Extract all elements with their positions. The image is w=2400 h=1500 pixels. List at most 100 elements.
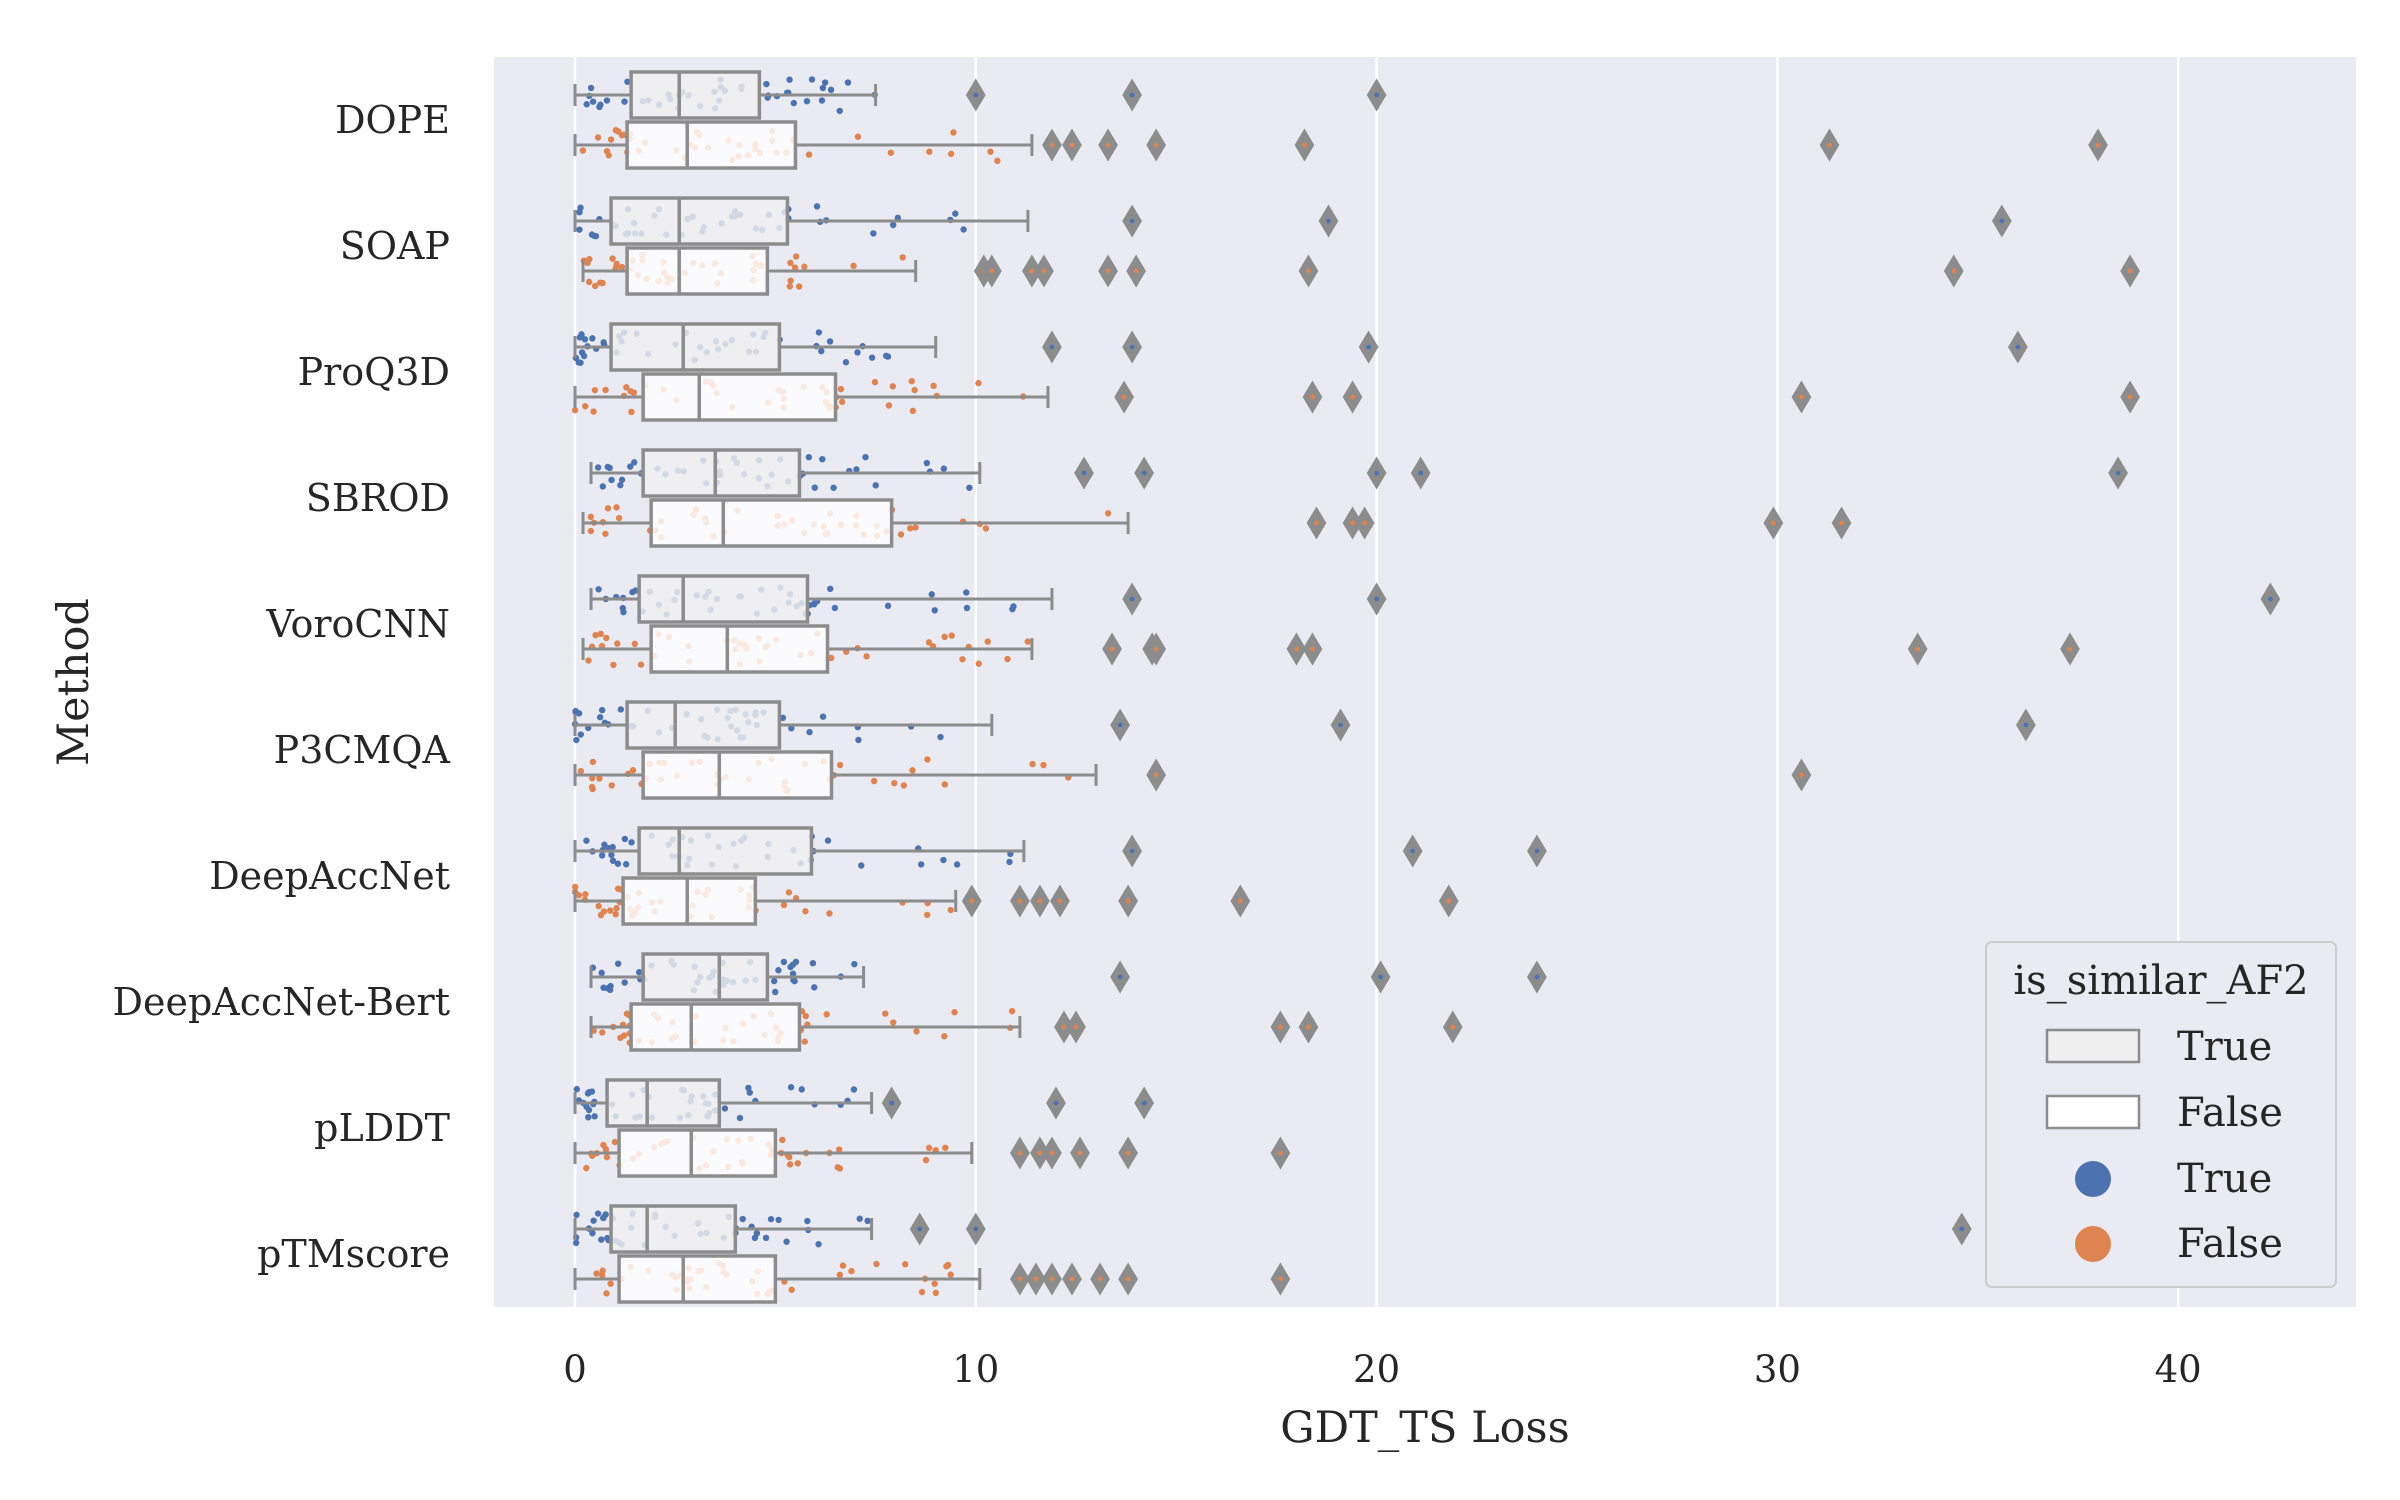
flier-point bbox=[1117, 974, 1123, 980]
data-point bbox=[842, 359, 850, 366]
data-point bbox=[607, 1280, 614, 1287]
flier-point bbox=[1105, 268, 1111, 274]
data-point bbox=[889, 383, 896, 390]
flier-point bbox=[2267, 596, 2273, 602]
data-point bbox=[783, 1238, 790, 1245]
box bbox=[641, 372, 838, 422]
data-point bbox=[789, 961, 797, 968]
data-point bbox=[772, 988, 779, 996]
data-point bbox=[984, 638, 991, 645]
data-point bbox=[613, 905, 620, 912]
data-point bbox=[602, 386, 609, 394]
flier-point bbox=[1121, 394, 1127, 400]
flier-point bbox=[1129, 92, 1135, 98]
box-group bbox=[589, 952, 1547, 1002]
flier-point bbox=[1069, 1276, 1075, 1282]
data-point bbox=[926, 148, 933, 155]
flier-point bbox=[1278, 1276, 1283, 1282]
data-point bbox=[606, 907, 614, 914]
box-group bbox=[589, 448, 2128, 498]
flier-point bbox=[1037, 1150, 1043, 1156]
data-point bbox=[906, 525, 914, 532]
flier-point bbox=[973, 92, 979, 98]
flier-point bbox=[889, 1100, 895, 1106]
flier-point bbox=[973, 1226, 979, 1232]
data-point bbox=[792, 253, 800, 260]
data-point bbox=[767, 1215, 775, 1223]
data-point bbox=[941, 781, 949, 788]
data-point bbox=[598, 852, 606, 859]
data-point bbox=[604, 505, 612, 512]
data-point bbox=[836, 761, 844, 769]
data-point bbox=[612, 127, 619, 134]
data-point bbox=[966, 484, 973, 491]
data-point bbox=[819, 455, 826, 463]
data-point bbox=[585, 1106, 593, 1114]
data-point bbox=[868, 354, 876, 361]
flier-point bbox=[1350, 394, 1355, 400]
data-point bbox=[577, 767, 585, 775]
flier-point bbox=[1450, 1024, 1456, 1030]
data-point bbox=[982, 525, 990, 532]
data-point bbox=[815, 1240, 822, 1248]
flier-point bbox=[2095, 142, 2101, 148]
data-point bbox=[591, 386, 599, 394]
method-label: DeepAccNet-Bert bbox=[113, 980, 450, 1024]
data-point bbox=[621, 979, 628, 986]
data-point bbox=[635, 969, 643, 976]
box-group bbox=[573, 70, 1387, 120]
data-point bbox=[627, 388, 634, 395]
data-point bbox=[785, 889, 793, 896]
flier-point bbox=[1125, 1276, 1131, 1282]
data-point bbox=[932, 1289, 940, 1297]
data-point bbox=[848, 1267, 855, 1275]
data-point bbox=[618, 263, 626, 271]
flier-point bbox=[1959, 1226, 1965, 1232]
data-point bbox=[596, 714, 604, 721]
data-point bbox=[899, 254, 906, 261]
data-point bbox=[613, 504, 620, 511]
data-point bbox=[944, 1261, 952, 1269]
box bbox=[641, 750, 834, 800]
data-point bbox=[583, 837, 590, 844]
data-point bbox=[632, 587, 639, 594]
flier-point bbox=[2115, 470, 2121, 476]
data-point bbox=[1040, 761, 1047, 769]
data-point bbox=[827, 585, 834, 593]
data-point bbox=[629, 767, 637, 774]
data-point bbox=[789, 970, 797, 977]
data-point bbox=[587, 84, 595, 92]
flier-point bbox=[1446, 898, 1452, 904]
data-point bbox=[624, 78, 631, 85]
method-label: SBROD bbox=[306, 476, 450, 520]
data-point bbox=[591, 1113, 598, 1120]
data-point bbox=[787, 277, 794, 284]
flier-point bbox=[1125, 898, 1131, 904]
data-point bbox=[578, 349, 586, 356]
flier-point bbox=[1153, 772, 1159, 778]
data-point bbox=[959, 656, 966, 663]
data-point bbox=[900, 782, 908, 789]
flier-point bbox=[1362, 520, 1367, 526]
data-point bbox=[627, 463, 634, 470]
data-point bbox=[603, 634, 610, 642]
box-group bbox=[573, 120, 2108, 170]
flier-point bbox=[1278, 1024, 1283, 1030]
flier-point bbox=[1049, 344, 1055, 350]
legend: is_similar_AF2 True False True False bbox=[1985, 941, 2337, 1288]
legend-marker-point-true bbox=[2075, 1161, 2111, 1197]
data-point bbox=[576, 334, 584, 341]
box-group bbox=[573, 826, 1547, 876]
flier-point bbox=[1326, 218, 1331, 224]
flier-point bbox=[1125, 1150, 1131, 1156]
flier-point bbox=[1534, 974, 1540, 980]
flier-point bbox=[1041, 268, 1047, 274]
data-point bbox=[963, 604, 971, 612]
data-point bbox=[600, 1141, 607, 1149]
flier-point bbox=[989, 268, 995, 274]
data-point bbox=[963, 589, 970, 596]
data-point bbox=[779, 1136, 786, 1144]
data-point bbox=[802, 908, 809, 915]
data-point bbox=[863, 653, 870, 660]
